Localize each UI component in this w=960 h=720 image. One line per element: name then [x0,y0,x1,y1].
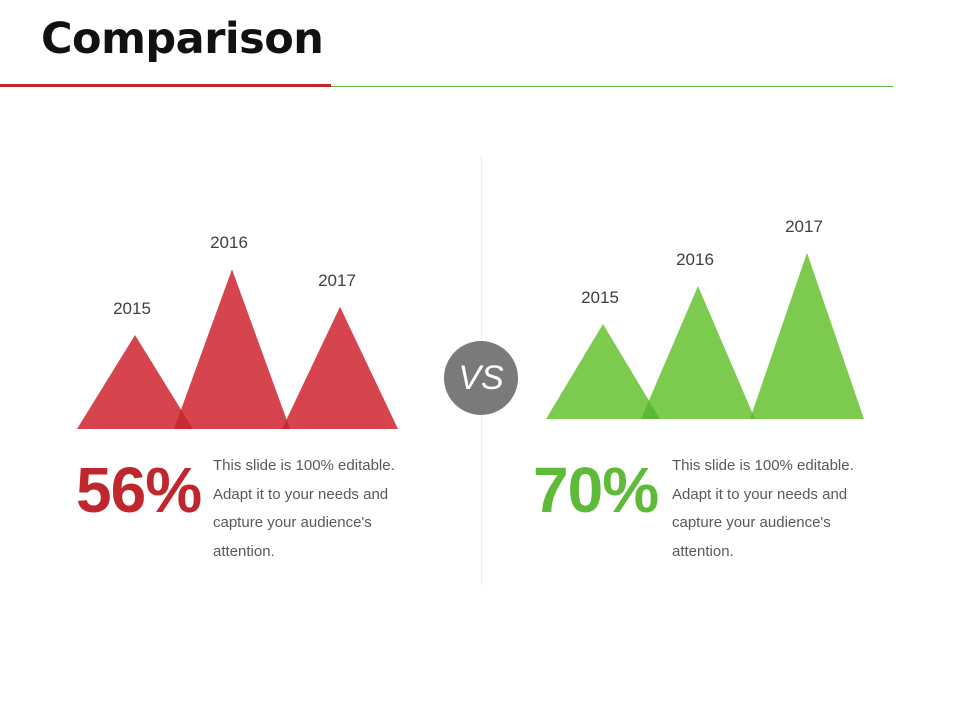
right-percent-label: 70% [533,454,659,526]
category-label-2016: 2016 [676,250,714,269]
peak-overlap-2015-2016 [641,400,660,419]
title-underline-red [0,84,331,87]
peak-overlap-2016-2017 [282,419,290,429]
category-label-2016: 2016 [210,233,248,252]
left-description: This slide is 100% editable. Adapt it to… [213,457,395,560]
category-label-2015: 2015 [581,288,619,307]
left-percent-label: 56% [76,454,202,526]
vs-badge: VS [444,341,518,415]
peak-2016 [641,286,755,419]
peak-2016 [174,269,290,429]
peak-2017 [750,252,864,419]
peak-2015 [77,335,193,429]
right-chart: 2015 2016 2017 [546,217,864,419]
peak-overlap-2015-2016 [174,409,193,429]
page-title: Comparison [41,14,324,64]
category-label-2017: 2017 [785,217,823,236]
category-label-2015: 2015 [113,299,151,318]
peak-2017 [282,306,398,429]
peak-2015 [546,324,660,419]
left-chart: 2015 2016 2017 [77,233,398,429]
category-label-2017: 2017 [318,271,356,290]
right-description: This slide is 100% editable. Adapt it to… [672,457,854,560]
peak-overlap-2016-2017 [750,412,755,419]
title-underline-green [331,86,893,87]
